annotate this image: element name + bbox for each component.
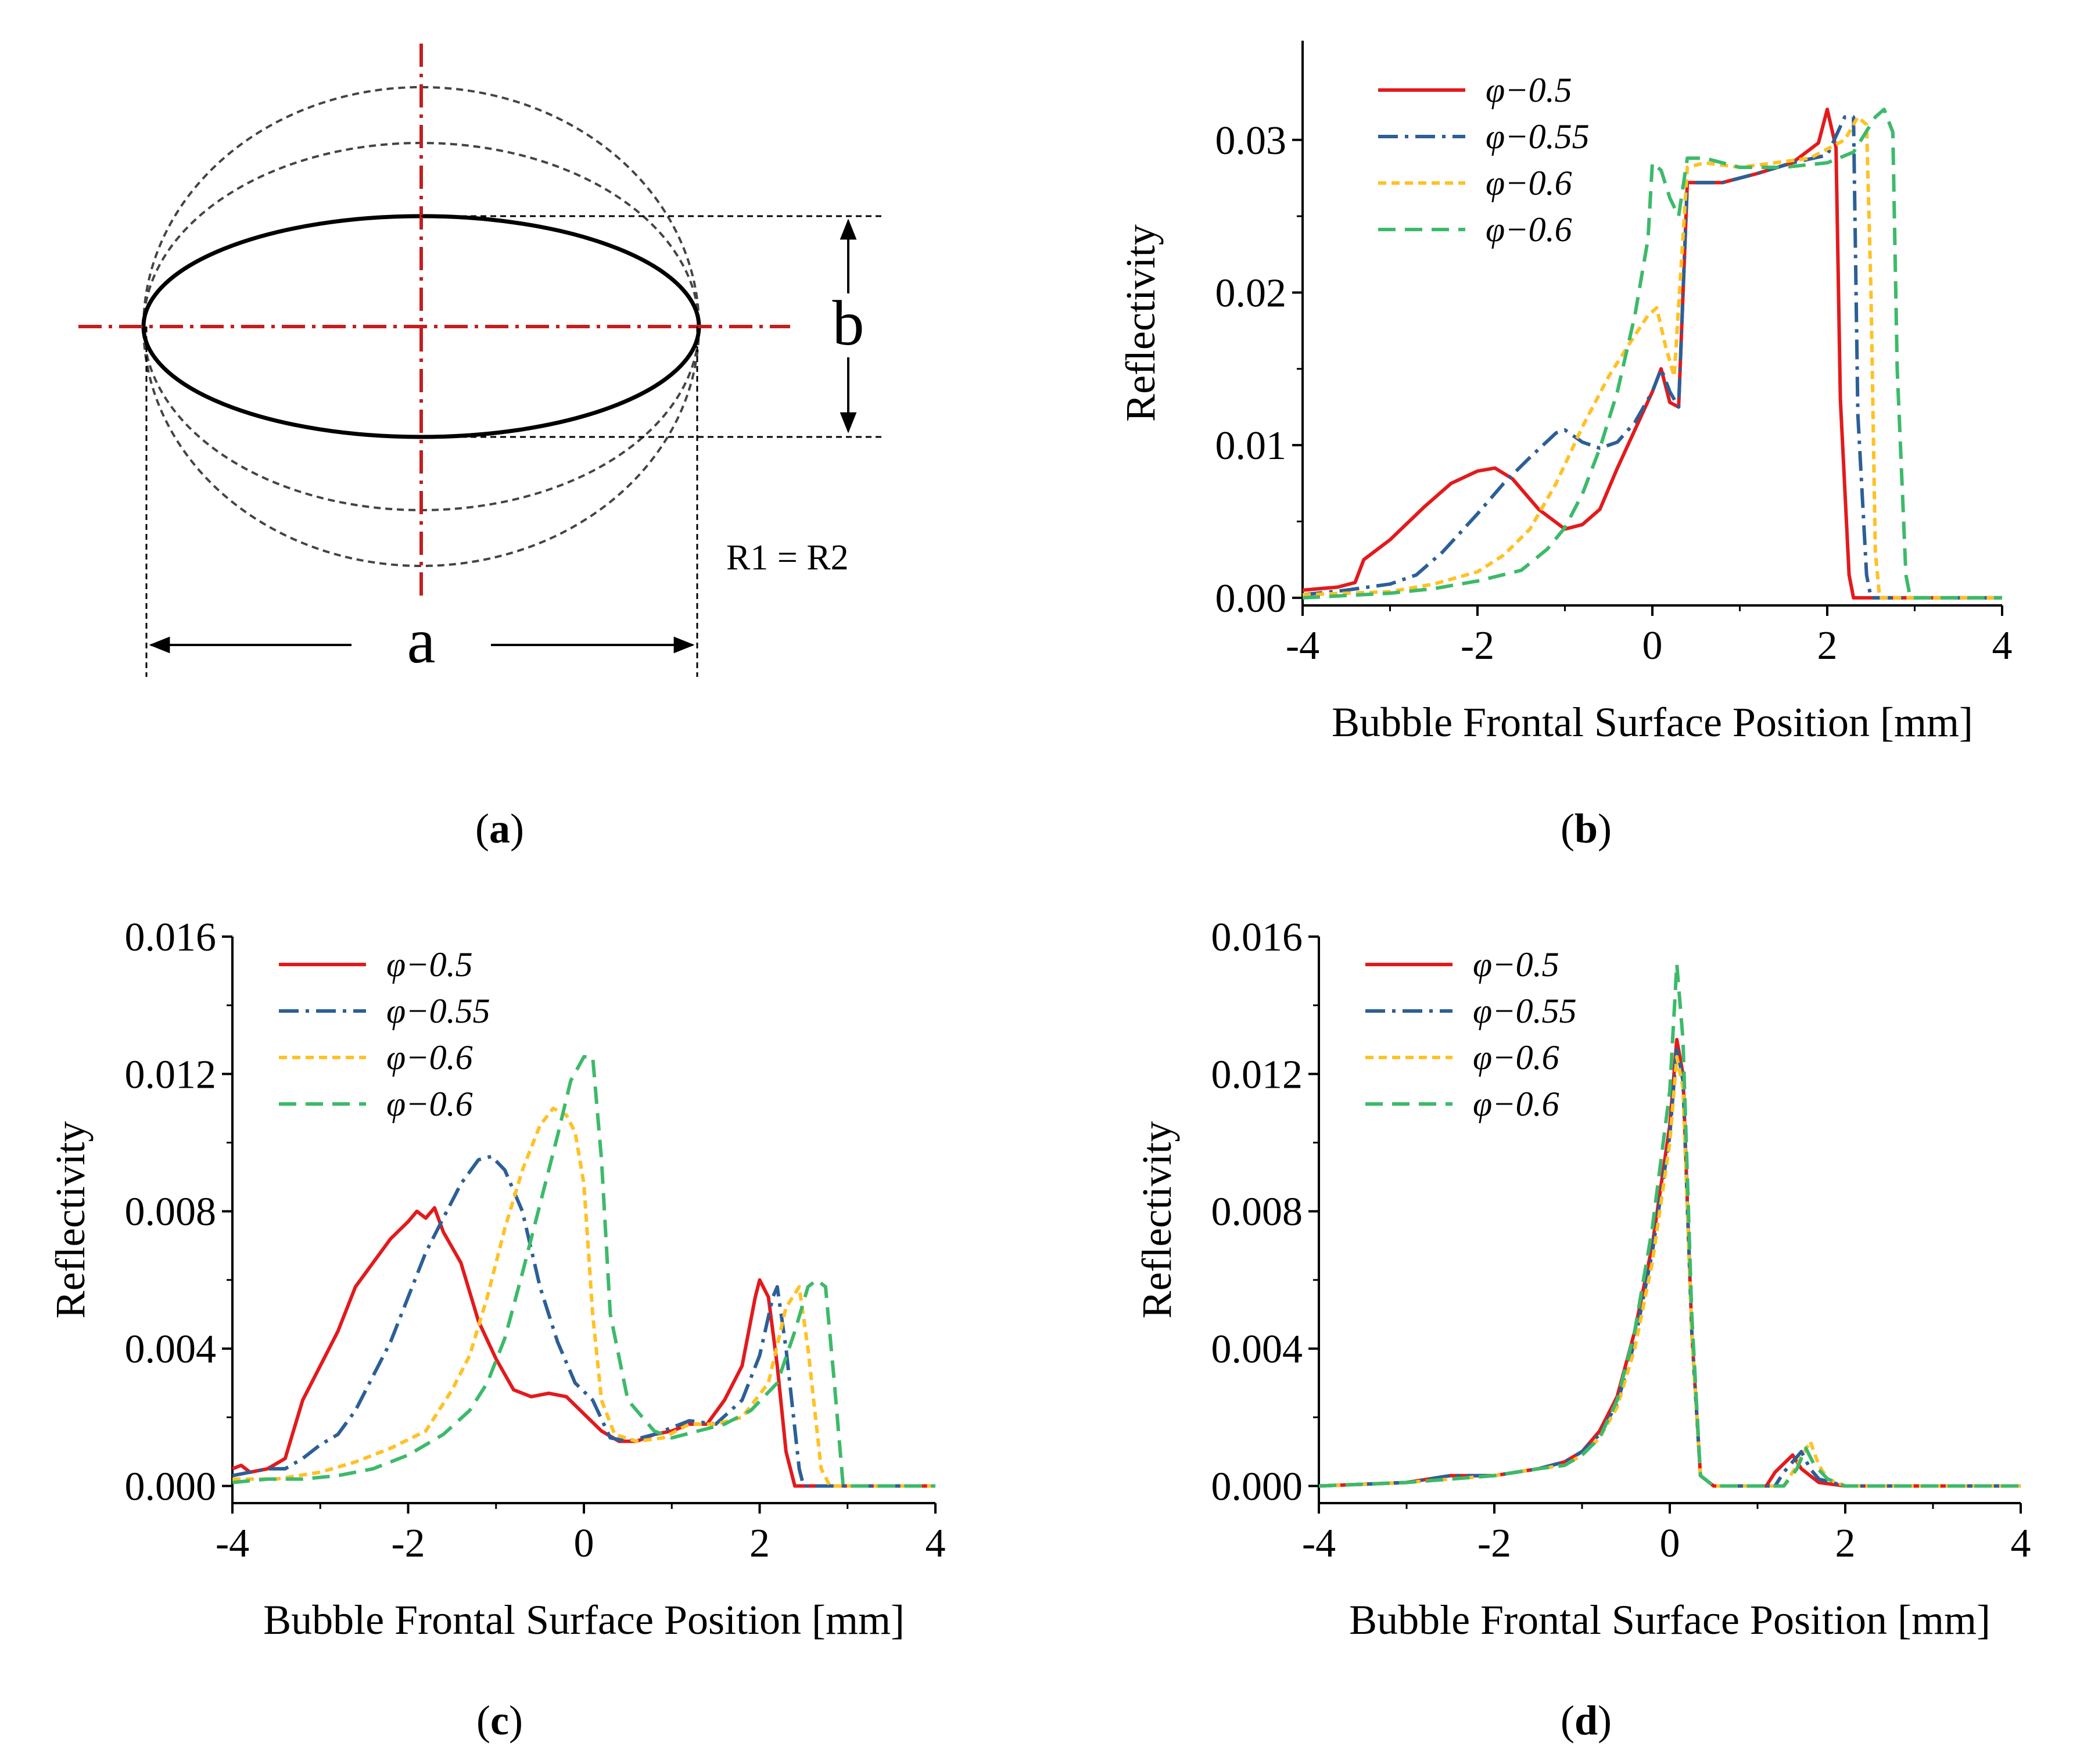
x-tick-label: 2 [749,1521,770,1566]
diagram-ellipse-panel: b a R1 = R2 [78,44,883,677]
series-line-3 [1318,1055,2021,1488]
legend-label-1: φ−0.5 [386,945,473,984]
x-tick-label: -4 [1302,1521,1336,1566]
x-tick-label: 4 [2011,1521,2031,1566]
chart-d: -4 -2 0 2 4 0.000 0.004 0.008 0.012 0.016 Bubble F… [1134,915,2031,1643]
legend-label-1: φ−0.5 [1486,71,1572,109]
legend: φ−0.5 φ−0.55 φ−0.6 φ−0.6 [1378,71,1590,249]
legend-label-2: φ−0.55 [1473,992,1577,1030]
x-tick-label: 0 [1660,1521,1680,1566]
y-tick-label: 0.00 [1215,576,1287,621]
y-tick-label: 0.012 [125,1052,217,1097]
y-tick-label: 0.012 [1211,1052,1303,1097]
series-line-1 [1302,107,2002,600]
panel-caption-d: (d) [1561,1697,1612,1744]
chart-b: -4 -2 0 2 4 0.00 0.01 0.02 0.03 Bubble Frontal Su… [1117,41,2013,745]
legend-label-2: φ−0.55 [1486,117,1590,156]
y-tick-label: 0.000 [125,1464,217,1509]
legend-label-1: φ−0.5 [1473,945,1559,984]
y-tick-label: 0.016 [1211,915,1303,960]
x-tick-label: -4 [1286,623,1319,668]
panel-letter-a: a [489,805,510,852]
y-tick-label: 0.008 [125,1190,217,1235]
legend-label-3: φ−0.6 [1486,164,1572,202]
x-tick-label: 4 [1992,623,2013,668]
y-tick-label: 0.004 [125,1327,217,1372]
series-line-2 [1302,115,2002,600]
x-axis-label: Bubble Frontal Surface Position [mm] [1349,1597,1990,1643]
chart-c: -4 -2 0 2 4 0.000 0.004 0.008 0.012 0.016 Bubble F… [47,915,946,1643]
panel-caption-b: (b) [1561,805,1612,852]
x-tick-label: -2 [1461,623,1494,668]
series-line-3 [1302,115,2002,600]
series-line-4 [1318,962,2021,1488]
series-line-4 [232,1055,935,1488]
legend: φ−0.5 φ−0.55 φ−0.6 φ−0.6 [1365,945,1577,1123]
y-tick-label: 0.008 [1211,1190,1303,1235]
panel-captions: (a) (b) (c) (d) [475,805,1612,1744]
panel-caption-c: (c) [476,1697,523,1744]
legend-label-2: φ−0.55 [386,992,490,1030]
b-label-mask [825,293,871,357]
x-axis-label: Bubble Frontal Surface Position [mm] [263,1597,905,1643]
y-axis-label: Reflectivity [1117,224,1164,422]
x-tick-label: 2 [1817,623,1838,668]
x-tick-label: -2 [391,1521,425,1566]
legend-label-4: φ−0.6 [386,1085,473,1123]
y-tick-label: 0.03 [1215,119,1287,163]
panel-letter-d: d [1575,1697,1598,1744]
charts-layer: -4 -2 0 2 4 0.00 0.01 0.02 0.03 Bubble Frontal Su… [47,41,2031,1643]
x-tick-label: 0 [1642,623,1663,668]
panel-letter-c: c [490,1697,509,1744]
series-line-1 [231,1206,935,1488]
legend-label-3: φ−0.6 [386,1038,473,1077]
y-tick-label: 0.004 [1211,1327,1303,1372]
series-line-4 [1302,107,2002,600]
y-tick-label: 0.02 [1215,271,1287,315]
legend-label-4: φ−0.6 [1473,1085,1559,1123]
series-line-1 [1318,1038,2021,1488]
y-tick-label: 0.000 [1211,1464,1303,1509]
panel-letter-b: b [1575,805,1598,852]
radius-equality-label: R1 = R2 [726,538,849,578]
a-label: a [407,605,436,676]
x-tick-label: -4 [216,1521,249,1566]
x-tick-label: 0 [574,1521,594,1566]
x-tick-label: -2 [1477,1521,1511,1566]
y-axis-label: Reflectivity [47,1121,94,1319]
b-label: b [833,288,865,358]
y-axis-label: Reflectivity [1134,1121,1180,1319]
series-line-3 [232,1106,935,1488]
y-tick-label: 0.01 [1215,424,1287,468]
panel-caption-a: (a) [475,805,524,852]
legend: φ−0.5 φ−0.55 φ−0.6 φ−0.6 [279,945,490,1123]
x-tick-label: 2 [1835,1521,1856,1566]
x-tick-label: 4 [926,1521,946,1566]
legend-label-3: φ−0.6 [1473,1038,1559,1077]
legend-label-4: φ−0.6 [1486,210,1572,249]
x-axis-label: Bubble Frontal Surface Position [mm] [1332,699,1973,745]
y-tick-label: 0.016 [125,915,217,960]
